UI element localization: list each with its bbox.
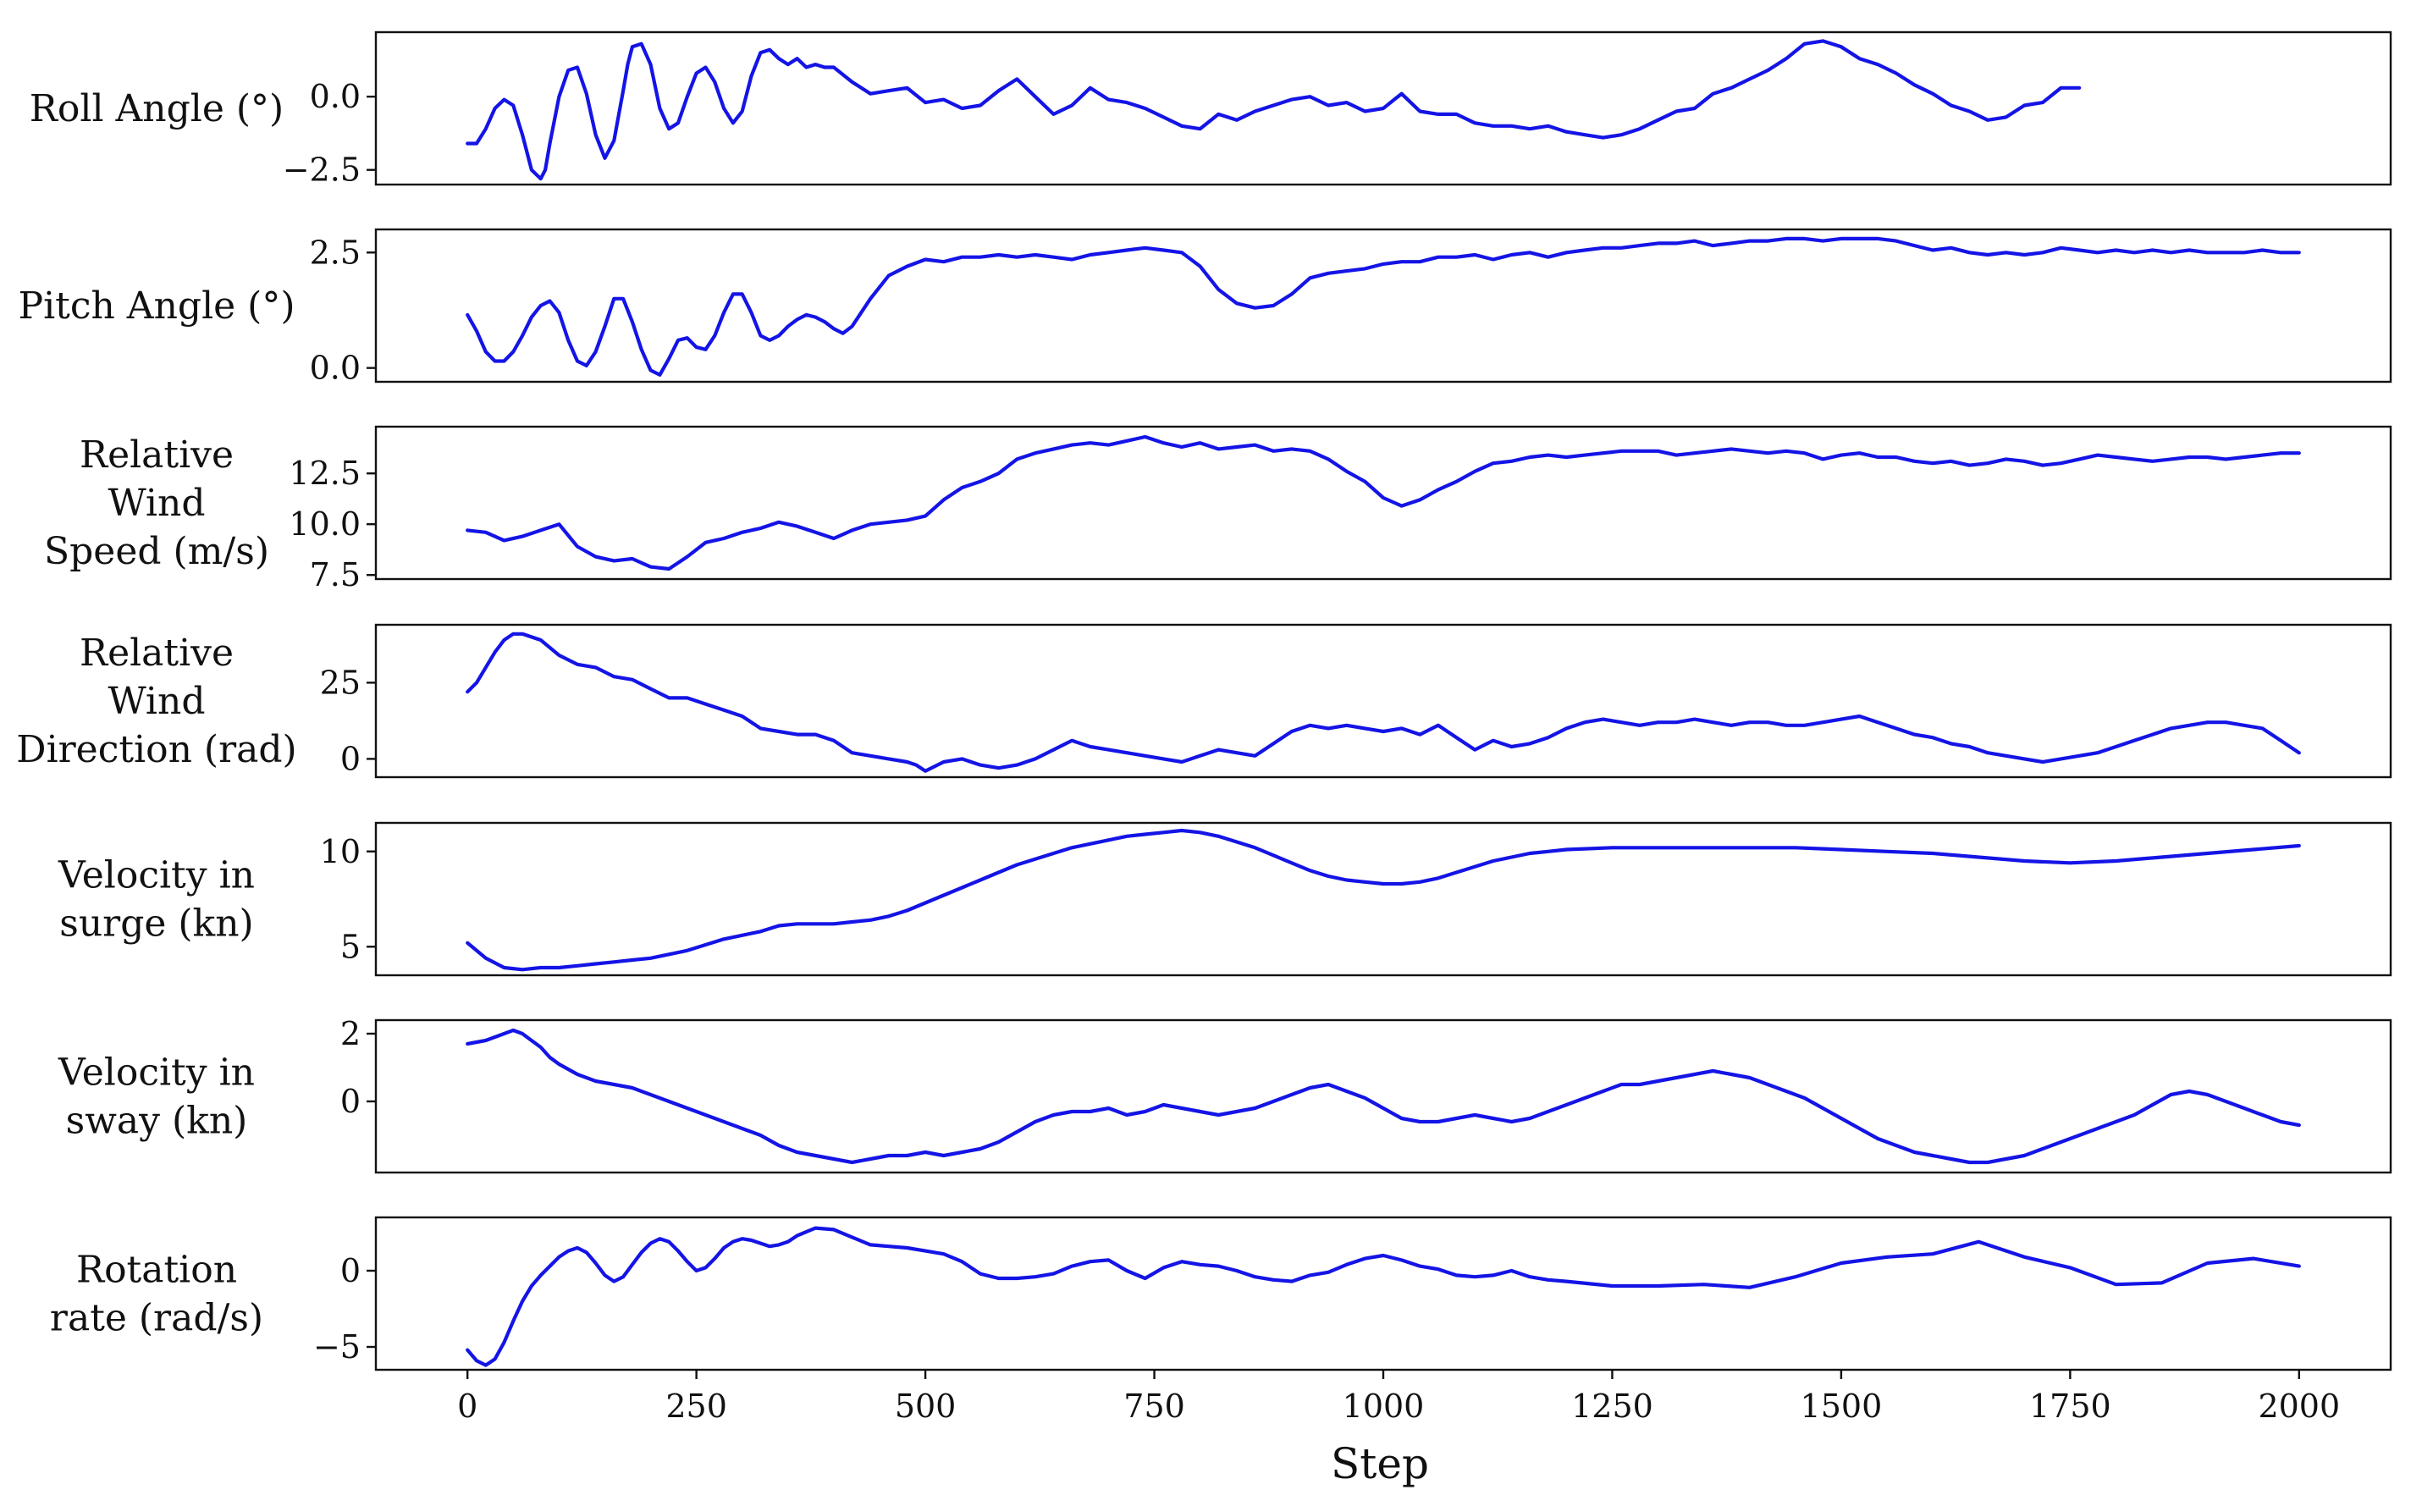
y-tick-label: 2.5 [310,234,361,271]
subplot-frame [374,425,2392,581]
series-line [466,236,2301,377]
x-axis-label: Step [1331,1439,1429,1488]
series-line [466,828,2301,972]
y-tick-label: 0 [340,1252,361,1289]
subplot-1: −2.5 0.0 Roll Angle (°) [30,30,2392,189]
y-tick-label: 0.0 [310,78,361,115]
y-axis-label: Wind [108,482,205,525]
y-axis-label: Velocity in [58,1051,255,1095]
series-line [466,1028,2301,1165]
subplot-2: 0.0 2.5 Pitch Angle (°) [18,228,2392,387]
x-axis: 0 250 500 750 1000 1250 1500 1750 2000 [457,1370,2340,1425]
subplot-4: 0 25 Relative Wind Direction (rad) [16,623,2392,779]
y-tick-label: 0 [340,740,361,777]
x-tick-label: 250 [665,1388,727,1425]
subplot-frame [374,1216,2392,1371]
y-tick-label: 5 [340,928,361,965]
x-tick-label: 1750 [2029,1388,2111,1425]
series-line [466,1226,2301,1367]
subplot-frame [374,30,2392,186]
y-axis-label: Roll Angle (°) [30,87,284,130]
x-tick-label: 2000 [2258,1388,2340,1425]
y-axis-label: rate (rad/s) [50,1297,263,1340]
y-axis-label: Rotation [76,1249,237,1292]
subplot-5: 5 10 Velocity in surge (kn) [58,821,2392,977]
y-axis-label: sway (kn) [66,1100,248,1143]
x-tick-label: 0 [457,1388,477,1425]
y-tick-label: −5 [313,1328,361,1366]
y-tick-label: −2.5 [283,152,361,189]
y-tick-label: 2 [340,1015,361,1052]
subplot-frame [374,623,2392,779]
y-tick-label: 0 [340,1083,361,1120]
y-tick-label: 10 [320,833,361,870]
subplot-6: 0 2 Velocity in sway (kn) [58,1015,2392,1174]
y-axis-label: Wind [108,680,205,723]
y-axis-label: Relative [80,433,234,477]
y-axis-label: Pitch Angle (°) [18,284,295,328]
y-tick-label: 0.0 [310,350,361,387]
y-axis-label: Direction (rad) [16,728,296,771]
x-tick-label: 1000 [1343,1388,1425,1425]
y-tick-label: 25 [320,664,361,701]
y-axis-label: Velocity in [58,854,255,897]
x-tick-label: 1500 [1801,1388,1883,1425]
series-line [466,632,2301,773]
x-tick-label: 1250 [1571,1388,1653,1425]
x-tick-label: 750 [1123,1388,1185,1425]
x-tick-label: 500 [895,1388,957,1425]
y-tick-label: 7.5 [310,556,361,593]
subplot-frame [374,1018,2392,1174]
y-axis-label: surge (kn) [59,902,253,946]
subplot-frame [374,821,2392,977]
series-line [466,434,2301,571]
y-axis-label: Speed (m/s) [44,530,269,573]
y-tick-label: 12.5 [289,455,361,492]
y-axis-label: Relative [80,632,234,675]
subplot-3: 7.5 10.0 12.5 Relative Wind Speed (m/s) [44,425,2392,593]
series-line [466,39,2082,181]
subplot-7: −5 0 Rotation rate (rad/s) [50,1216,2392,1371]
subplots: −2.5 0.0 Roll Angle (°) 0.0 2.5 Pitch Angle (… [16,30,2392,1371]
y-tick-label: 10.0 [289,505,361,543]
subplot-frame [374,228,2392,384]
